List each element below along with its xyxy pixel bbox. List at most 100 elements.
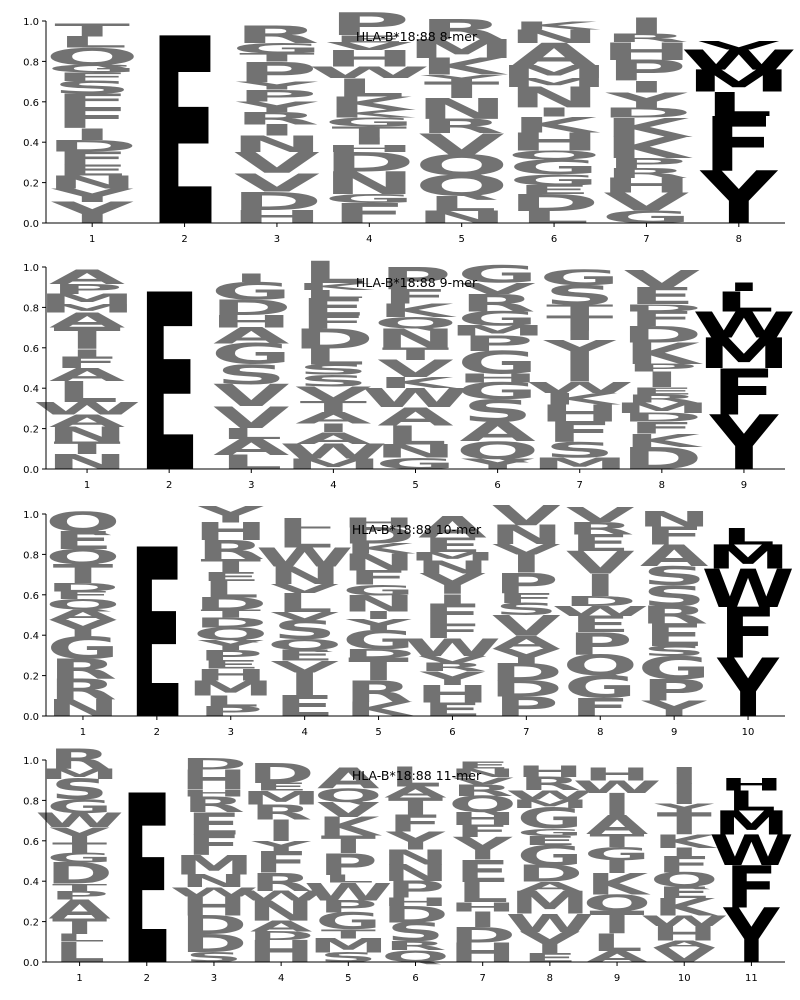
background-letter: T — [53, 322, 121, 357]
background-letter: V — [213, 401, 289, 436]
logo-panel-3: NRRGYAQFDTQEQPLMHEPYQDTDLETRHYEIVEQSVLVN… — [23, 500, 795, 772]
background-letter: L — [591, 929, 642, 957]
background-letter: D — [600, 106, 692, 121]
background-letter: K — [603, 131, 693, 165]
background-letter: E — [644, 617, 705, 653]
background-letter: V — [326, 41, 412, 53]
background-letter: H — [456, 371, 538, 386]
y-tick-label: 0.6 — [23, 837, 39, 848]
background-letter: L — [457, 877, 508, 909]
background-letter: N — [46, 423, 128, 446]
background-letter: Q — [583, 890, 652, 916]
background-letter: H — [449, 899, 516, 914]
background-letter: D — [210, 295, 292, 320]
background-letter: F — [657, 852, 712, 878]
background-letter: R — [49, 743, 111, 775]
background-letter: T — [424, 77, 500, 103]
background-letter: R — [624, 392, 700, 405]
background-letter: A — [213, 435, 289, 461]
x-tick-label: 4 — [330, 480, 336, 491]
background-letter: Q — [267, 636, 342, 653]
background-letter: V — [624, 265, 701, 293]
background-letter: Y — [543, 335, 617, 366]
background-letter: M — [510, 797, 590, 811]
anchor-letter-w: W — [692, 304, 795, 346]
y-tick-label: 0.8 — [23, 796, 39, 807]
background-letter: T — [321, 831, 377, 859]
background-letter: F — [186, 830, 241, 863]
background-letter: T — [382, 344, 449, 364]
background-letter: I — [669, 782, 699, 794]
background-letter: H — [516, 762, 583, 781]
background-letter: H — [508, 127, 601, 156]
background-letter: D — [292, 323, 374, 355]
background-letter: Y — [345, 616, 412, 633]
background-letter: P — [606, 54, 687, 87]
background-letter: L — [56, 376, 119, 409]
background-letter: Y — [385, 827, 446, 856]
background-letter: G — [231, 40, 322, 57]
x-tick-label: 7 — [479, 973, 485, 984]
background-letter: E — [455, 760, 510, 771]
background-letter: I — [669, 788, 699, 808]
background-letter: V — [451, 775, 514, 786]
background-letter: N — [323, 166, 416, 202]
y-tick-label: 0.2 — [23, 672, 39, 683]
background-letter: G — [539, 265, 620, 290]
anchor-letter-m: M — [686, 64, 791, 99]
x-tick-label: 8 — [736, 234, 742, 245]
background-letter: I — [266, 815, 296, 849]
background-letter: Y — [605, 88, 688, 113]
background-letter: N — [415, 93, 508, 126]
x-tick-label: 5 — [412, 480, 418, 491]
background-letter: V — [270, 581, 339, 596]
background-letter: T — [332, 124, 408, 141]
background-letter: E — [570, 612, 631, 638]
background-letter: N — [489, 520, 563, 551]
background-letter: K — [326, 92, 417, 114]
background-letter: W — [35, 809, 124, 831]
background-letter: N — [341, 549, 415, 576]
background-letter: K — [317, 812, 383, 841]
background-letter: I — [436, 591, 469, 606]
background-letter: A — [519, 879, 582, 894]
background-letter: D — [231, 187, 323, 216]
background-letter: Y — [197, 502, 264, 528]
background-letter: Q — [456, 436, 540, 464]
background-letter: D — [180, 930, 247, 958]
background-letter: M — [308, 935, 388, 958]
background-letter: H — [583, 764, 650, 785]
background-letter: D — [490, 659, 564, 686]
dominant-letter-e: E — [139, 245, 200, 528]
x-tick-label: 9 — [741, 480, 747, 491]
background-letter: L — [276, 523, 333, 554]
x-tick-label: 4 — [301, 727, 307, 738]
background-letter: R — [49, 673, 117, 706]
background-letter: V — [492, 541, 561, 558]
background-letter: H — [323, 143, 416, 154]
background-letter: K — [603, 112, 692, 142]
background-letter: L — [384, 420, 447, 450]
y-tick-label: 0.8 — [23, 303, 39, 314]
background-letter: F — [54, 148, 130, 169]
background-letter: P — [494, 568, 559, 600]
background-letter: R — [519, 773, 581, 794]
background-letter: D — [342, 646, 416, 660]
anchor-letter-w: W — [681, 44, 797, 76]
background-letter: T — [239, 51, 315, 64]
background-letter: K — [586, 868, 651, 902]
background-letter: K — [377, 374, 457, 392]
background-letter: N — [180, 871, 247, 891]
background-letter: Y — [49, 616, 116, 642]
background-letter: A — [295, 409, 372, 427]
background-letter: Y — [419, 667, 487, 689]
background-letter: I — [510, 550, 543, 579]
background-letter: I — [584, 567, 617, 603]
background-letter: Q — [415, 170, 509, 203]
background-letter: R — [234, 108, 319, 128]
background-letter: R — [250, 868, 312, 897]
background-letter: G — [564, 670, 637, 705]
background-letter: I — [349, 136, 390, 148]
background-letter: H — [180, 787, 247, 799]
x-tick-label: 11 — [745, 973, 758, 984]
